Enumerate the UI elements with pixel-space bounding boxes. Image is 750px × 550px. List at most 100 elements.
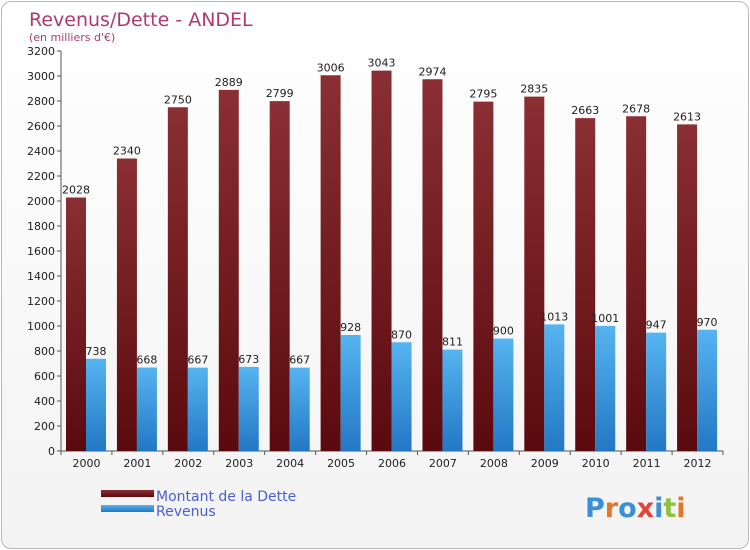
logo-text: Proxiti bbox=[585, 493, 686, 524]
label-debt-2005: 3006 bbox=[317, 61, 345, 74]
y-tick-label: 600 bbox=[34, 370, 55, 383]
label-debt-2007: 2974 bbox=[418, 65, 446, 78]
bar-revenus-2010 bbox=[595, 325, 616, 451]
x-tick-label: 2005 bbox=[327, 457, 355, 470]
logo-letter: t bbox=[663, 493, 676, 524]
bar-revenus-2007 bbox=[442, 349, 463, 451]
label-revenus-2002: 667 bbox=[187, 354, 208, 367]
label-revenus-2009: 1013 bbox=[540, 310, 568, 323]
logo-letter: x bbox=[637, 493, 654, 524]
label-revenus-2003: 673 bbox=[238, 353, 259, 366]
bar-debt-2001 bbox=[116, 158, 137, 451]
logo-letter: o bbox=[618, 493, 637, 524]
label-debt-2012: 2613 bbox=[673, 110, 701, 123]
logo-letter: P bbox=[585, 493, 605, 524]
legend-swatch-1 bbox=[101, 505, 154, 512]
bar-debt-2002 bbox=[167, 107, 188, 451]
y-tick-label: 2800 bbox=[27, 95, 55, 108]
x-tick-label: 2003 bbox=[225, 457, 253, 470]
bar-debt-2010 bbox=[575, 118, 596, 451]
x-tick-label: 2001 bbox=[123, 457, 151, 470]
x-tick-label: 2009 bbox=[531, 457, 559, 470]
legend-label-1: Revenus bbox=[156, 504, 216, 520]
x-tick-label: 2004 bbox=[276, 457, 304, 470]
bar-debt-2008 bbox=[473, 101, 494, 451]
bar-revenus-2009 bbox=[544, 324, 565, 451]
y-tick-label: 0 bbox=[48, 445, 55, 458]
label-revenus-2004: 667 bbox=[289, 354, 310, 367]
bar-debt-2007 bbox=[422, 79, 443, 451]
bar-revenus-2001 bbox=[136, 367, 157, 451]
chart-subtitle: (en milliers d'€) bbox=[29, 31, 115, 44]
bar-revenus-2012 bbox=[697, 329, 718, 451]
bar-debt-2009 bbox=[524, 96, 545, 451]
label-debt-2011: 2678 bbox=[622, 102, 650, 115]
bar-debt-2005 bbox=[320, 75, 341, 451]
label-debt-2001: 2340 bbox=[113, 145, 141, 158]
label-revenus-2006: 870 bbox=[391, 328, 412, 341]
label-debt-2004: 2799 bbox=[266, 87, 294, 100]
y-tick-label: 1200 bbox=[27, 295, 55, 308]
bar-debt-2012 bbox=[677, 124, 698, 451]
chart-title: Revenus/Dette - ANDEL bbox=[29, 9, 253, 31]
y-tick-label: 3200 bbox=[27, 45, 55, 58]
label-debt-2008: 2795 bbox=[469, 88, 497, 101]
label-revenus-2011: 947 bbox=[646, 319, 667, 332]
label-debt-2003: 2889 bbox=[215, 76, 243, 89]
bar-debt-2006 bbox=[371, 70, 392, 451]
y-tick-label: 800 bbox=[34, 345, 55, 358]
y-tick-label: 2400 bbox=[27, 145, 55, 158]
label-revenus-2012: 970 bbox=[697, 316, 718, 329]
label-revenus-2005: 928 bbox=[340, 321, 361, 334]
bar-revenus-2008 bbox=[493, 338, 514, 451]
x-tick-label: 2000 bbox=[72, 457, 100, 470]
logo-letter: r bbox=[605, 493, 619, 524]
y-tick-label: 2200 bbox=[27, 170, 55, 183]
bar-revenus-2000 bbox=[86, 358, 106, 451]
y-tick-label: 1400 bbox=[27, 270, 55, 283]
bar-debt-2003 bbox=[218, 89, 239, 451]
bar-revenus-2006 bbox=[391, 342, 412, 451]
bar-revenus-2005 bbox=[340, 335, 361, 451]
x-tick-label: 2011 bbox=[633, 457, 661, 470]
y-tick-label: 2000 bbox=[27, 195, 55, 208]
y-tick-label: 2600 bbox=[27, 120, 55, 133]
logo-letter: i bbox=[654, 493, 663, 524]
label-debt-2000: 2028 bbox=[62, 184, 90, 197]
legend-swatch-0 bbox=[101, 490, 154, 497]
x-tick-label: 2008 bbox=[480, 457, 508, 470]
legend-label-0: Montant de la Dette bbox=[156, 489, 296, 505]
bar-revenus-2003 bbox=[238, 366, 259, 451]
x-tick-label: 2012 bbox=[684, 457, 712, 470]
y-tick-label: 200 bbox=[34, 420, 55, 433]
label-debt-2006: 3043 bbox=[368, 57, 396, 70]
label-revenus-2008: 900 bbox=[493, 325, 514, 338]
bar-revenus-2002 bbox=[187, 367, 208, 451]
label-debt-2010: 2663 bbox=[571, 104, 599, 117]
label-revenus-2000: 738 bbox=[86, 345, 107, 358]
x-tick-label: 2007 bbox=[429, 457, 457, 470]
bars: 2028 738 2340 668 2750 667 2889 673 2799 667 3006 9… bbox=[62, 57, 718, 451]
bar-revenus-2011 bbox=[646, 332, 667, 451]
x-tick-label: 2010 bbox=[582, 457, 610, 470]
bar-debt-2004 bbox=[269, 101, 290, 451]
label-debt-2009: 2835 bbox=[520, 83, 548, 96]
x-tick-label: 2006 bbox=[378, 457, 406, 470]
label-revenus-2010: 1001 bbox=[591, 312, 619, 325]
label-debt-2002: 2750 bbox=[164, 93, 192, 106]
logo-letter: i bbox=[676, 493, 685, 524]
y-tick-label: 1000 bbox=[27, 320, 55, 333]
label-revenus-2007: 811 bbox=[442, 336, 463, 349]
y-tick-label: 400 bbox=[34, 395, 55, 408]
axes: 0 200 400 600 800 1000 1200 1400 1600 1800 2000 220… bbox=[27, 45, 724, 470]
proxiti-logo: Proxiti bbox=[585, 493, 686, 524]
label-revenus-2001: 668 bbox=[136, 354, 157, 367]
bar-debt-2000 bbox=[66, 197, 86, 451]
y-tick-label: 3000 bbox=[27, 70, 55, 83]
bar-revenus-2004 bbox=[289, 367, 310, 451]
x-tick-label: 2002 bbox=[174, 457, 202, 470]
y-tick-label: 1600 bbox=[27, 245, 55, 258]
